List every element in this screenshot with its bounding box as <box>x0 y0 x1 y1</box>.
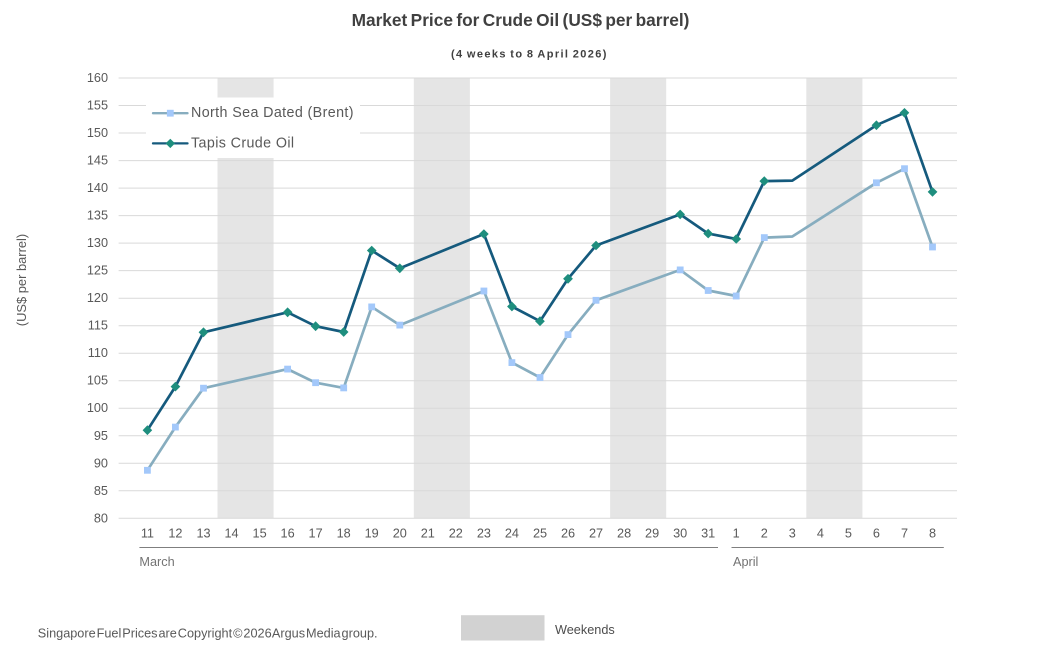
svg-text:100: 100 <box>87 401 108 415</box>
svg-text:20: 20 <box>393 526 407 540</box>
svg-text:29: 29 <box>645 526 659 540</box>
svg-text:23: 23 <box>477 526 491 540</box>
svg-text:North Sea Dated (Brent): North Sea Dated (Brent) <box>191 105 354 121</box>
svg-text:80: 80 <box>94 511 108 525</box>
svg-text:26: 26 <box>561 526 575 540</box>
svg-text:110: 110 <box>88 346 108 360</box>
svg-text:4: 4 <box>817 526 824 540</box>
svg-text:135: 135 <box>87 209 108 223</box>
svg-text:3: 3 <box>789 526 796 540</box>
svg-text:13: 13 <box>196 526 210 540</box>
svg-text:85: 85 <box>94 484 108 498</box>
svg-text:160: 160 <box>87 71 108 85</box>
svg-text:155: 155 <box>87 99 108 113</box>
svg-text:19: 19 <box>365 526 379 540</box>
svg-text:(US$ per barrel): (US$ per barrel) <box>14 234 29 326</box>
svg-text:140: 140 <box>87 181 108 195</box>
svg-text:31: 31 <box>701 526 715 540</box>
svg-text:11: 11 <box>141 526 154 540</box>
svg-text:14: 14 <box>224 526 238 540</box>
svg-text:1: 1 <box>733 526 740 540</box>
svg-text:125: 125 <box>87 264 108 278</box>
svg-text:5: 5 <box>845 526 852 540</box>
svg-text:90: 90 <box>94 456 108 470</box>
svg-text:24: 24 <box>505 526 519 540</box>
svg-text:2: 2 <box>761 526 768 540</box>
svg-text:12: 12 <box>168 526 182 540</box>
svg-text:27: 27 <box>589 526 603 540</box>
svg-text:30: 30 <box>673 526 687 540</box>
svg-text:16: 16 <box>281 526 295 540</box>
svg-text:130: 130 <box>87 236 108 250</box>
svg-text:7: 7 <box>901 526 908 540</box>
svg-text:120: 120 <box>87 291 108 305</box>
svg-text:18: 18 <box>337 526 351 540</box>
svg-text:15: 15 <box>253 526 267 540</box>
svg-text:Weekends: Weekends <box>555 623 615 637</box>
svg-text:April: April <box>733 555 758 569</box>
svg-text:8: 8 <box>929 526 936 540</box>
svg-text:Singapore Fuel Prices are Copy: Singapore Fuel Prices are Copyright © 20… <box>38 626 378 640</box>
svg-text:25: 25 <box>533 526 547 540</box>
svg-text:28: 28 <box>617 526 631 540</box>
svg-text:21: 21 <box>421 526 435 540</box>
svg-text:Market Price for Crude Oil (US: Market Price for Crude Oil (US$ per barr… <box>352 10 690 30</box>
svg-text:March: March <box>139 555 174 569</box>
svg-text:115: 115 <box>88 319 108 333</box>
svg-text:105: 105 <box>87 374 108 388</box>
svg-text:17: 17 <box>309 526 323 540</box>
svg-text:Tapis Crude Oil: Tapis Crude Oil <box>191 135 294 151</box>
svg-text:6: 6 <box>873 526 880 540</box>
svg-text:145: 145 <box>87 154 108 168</box>
svg-text:22: 22 <box>449 526 463 540</box>
svg-text:150: 150 <box>87 126 108 140</box>
svg-text:(4 weeks to 8 April 2026): (4 weeks to 8 April 2026) <box>451 48 608 60</box>
svg-text:95: 95 <box>94 429 108 443</box>
